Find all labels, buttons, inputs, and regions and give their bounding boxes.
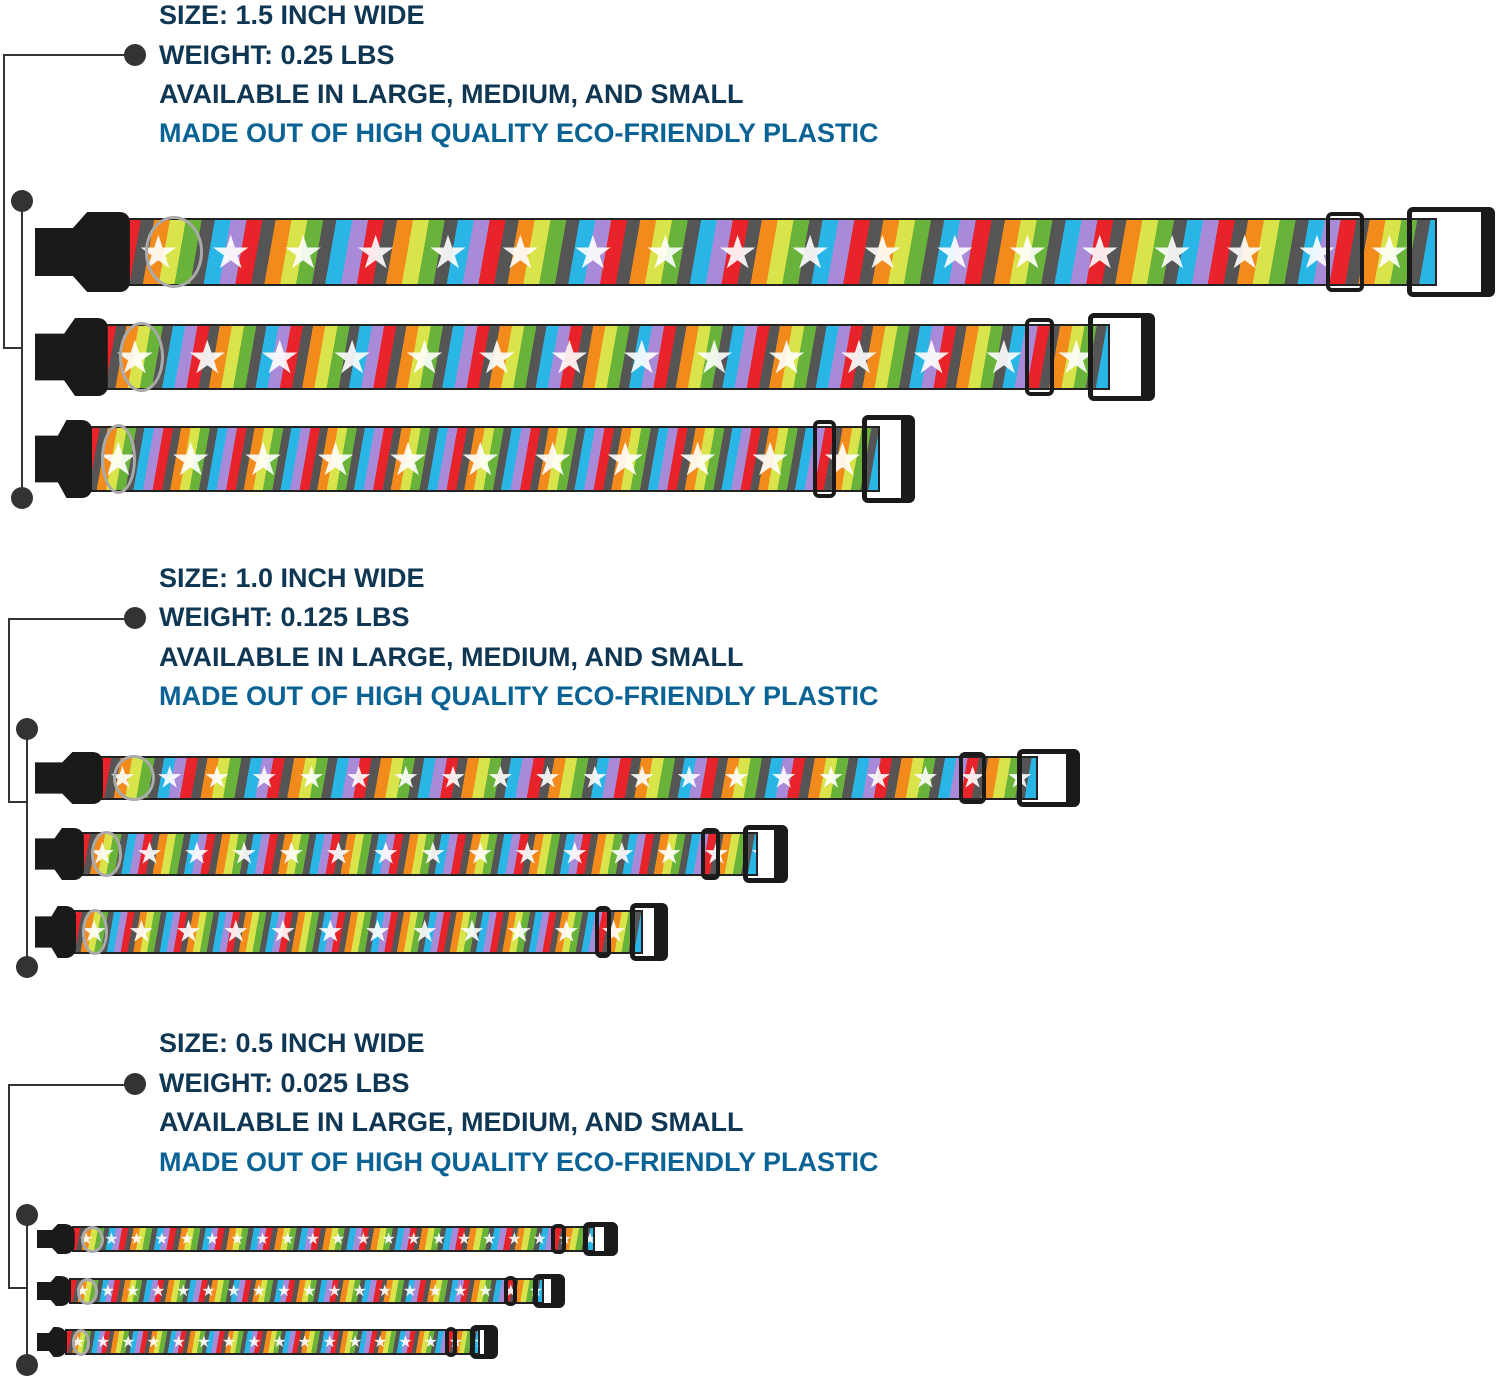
collar-large bbox=[35, 207, 1495, 297]
availability-label: AVAILABLE IN LARGE, MEDIUM, AND SMALL bbox=[159, 79, 744, 109]
size-label: SIZE: 1.0 INCH WIDE bbox=[159, 563, 425, 593]
collar-small bbox=[35, 902, 668, 962]
connector-line bbox=[8, 1084, 10, 1289]
connector-line bbox=[8, 618, 133, 620]
bracket-line bbox=[26, 728, 28, 966]
availability-label: AVAILABLE IN LARGE, MEDIUM, AND SMALL bbox=[159, 1107, 744, 1137]
collar-small bbox=[37, 1325, 498, 1359]
material-label: MADE OUT OF HIGH QUALITY ECO-FRIENDLY PL… bbox=[159, 118, 879, 148]
connector-dot bbox=[124, 607, 146, 629]
connector-line bbox=[3, 54, 5, 349]
weight-label: WEIGHT: 0.125 LBS bbox=[159, 602, 410, 632]
collar-small bbox=[35, 415, 915, 503]
collar-medium bbox=[37, 1274, 565, 1308]
connector-line bbox=[8, 618, 10, 803]
weight-label: WEIGHT: 0.025 LBS bbox=[159, 1068, 410, 1098]
connector-line bbox=[8, 1084, 133, 1086]
bracket-dot bbox=[16, 956, 38, 978]
bracket-dot bbox=[16, 1354, 38, 1376]
collar-large bbox=[35, 748, 1080, 808]
bracket-dot bbox=[11, 487, 33, 509]
weight-label: WEIGHT: 0.25 LBS bbox=[159, 40, 395, 70]
bracket-line bbox=[26, 1214, 28, 1364]
connector-line bbox=[8, 801, 28, 803]
availability-label: AVAILABLE IN LARGE, MEDIUM, AND SMALL bbox=[159, 642, 744, 672]
collar-medium bbox=[35, 824, 788, 884]
size-label: SIZE: 0.5 INCH WIDE bbox=[159, 1028, 425, 1058]
connector-dot bbox=[124, 1073, 146, 1095]
bracket-dot bbox=[16, 718, 38, 740]
bracket-line bbox=[21, 200, 23, 497]
connector-line bbox=[3, 347, 23, 349]
connector-line bbox=[3, 54, 133, 56]
bracket-dot bbox=[16, 1204, 38, 1226]
material-label: MADE OUT OF HIGH QUALITY ECO-FRIENDLY PL… bbox=[159, 1147, 879, 1177]
material-label: MADE OUT OF HIGH QUALITY ECO-FRIENDLY PL… bbox=[159, 681, 879, 711]
bracket-dot bbox=[11, 190, 33, 212]
connector-dot bbox=[124, 44, 146, 66]
collar-large bbox=[37, 1222, 618, 1256]
size-label: SIZE: 1.5 INCH WIDE bbox=[159, 0, 425, 30]
connector-line bbox=[8, 1287, 28, 1289]
collar-medium bbox=[35, 313, 1155, 401]
